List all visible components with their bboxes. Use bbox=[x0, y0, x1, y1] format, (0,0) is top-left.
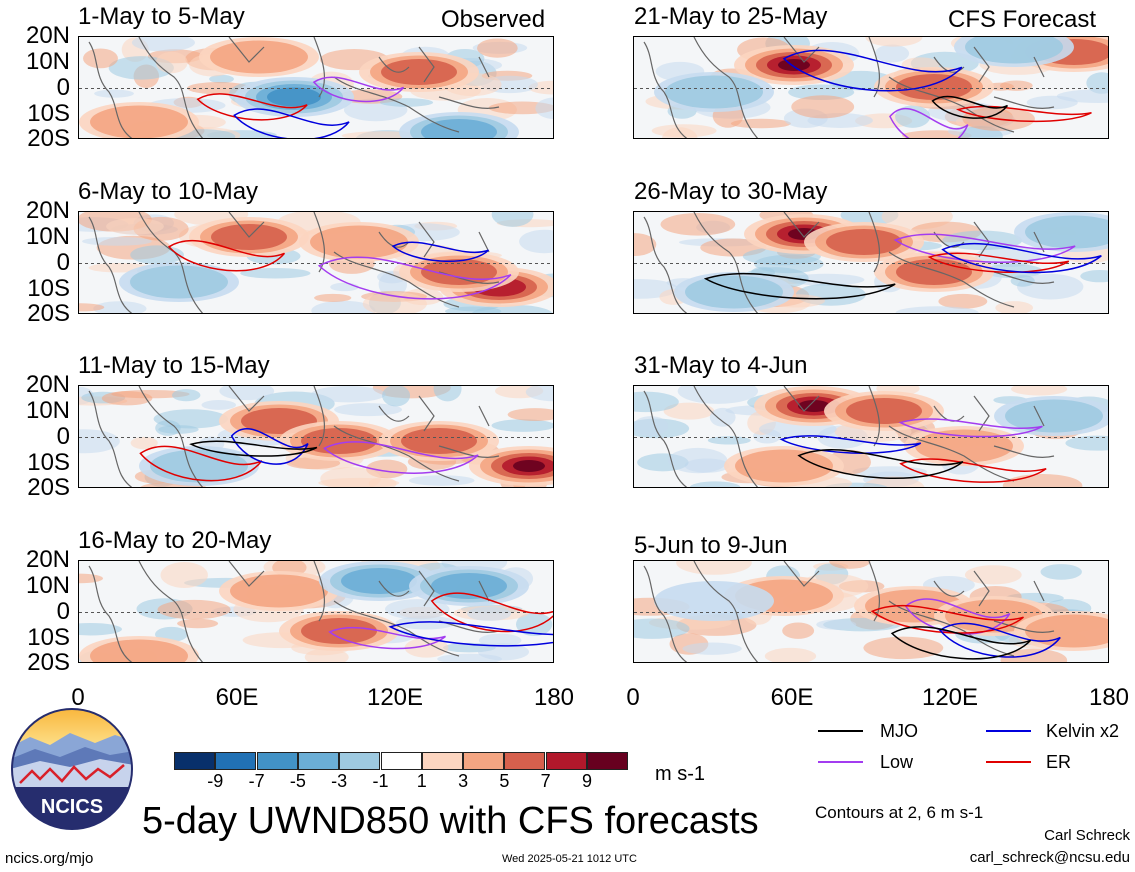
colorbar-label: 3 bbox=[458, 771, 469, 791]
lon-label-left-120e: 120E bbox=[366, 684, 424, 711]
lat-label-4-10s: 10S bbox=[27, 624, 70, 651]
lat-label-1-20n: 20N bbox=[25, 22, 70, 49]
colorbar-swatch bbox=[215, 752, 257, 770]
lat-label-3-10s: 10S bbox=[27, 449, 70, 476]
legend-line-low bbox=[818, 761, 863, 763]
legend-label-low: Low bbox=[880, 752, 914, 772]
legend-line-mjo bbox=[818, 730, 863, 732]
lat-label-2-20n: 20N bbox=[25, 197, 70, 224]
lat-label-4-0: 0 bbox=[56, 598, 70, 625]
observed-label: Observed bbox=[441, 6, 546, 33]
lat-label-2-0: 0 bbox=[56, 249, 70, 276]
colorbar-swatch bbox=[421, 752, 463, 770]
colorbar-label: -5 bbox=[289, 771, 306, 791]
panel-title-l4: 16-May to 20-May bbox=[78, 527, 272, 554]
panel-title-l2: 6-May to 10-May bbox=[78, 178, 259, 205]
lon-label-right-180: 180 bbox=[1088, 684, 1130, 711]
colorbar-label: 1 bbox=[416, 771, 427, 791]
legend-label-mjo: MJO bbox=[880, 721, 918, 741]
colorbar-swatch bbox=[339, 752, 381, 770]
lat-label-4-10n: 10N bbox=[25, 572, 70, 599]
panel-title-r3: 31-May to 4-Jun bbox=[634, 352, 808, 379]
lat-label-2-10n: 10N bbox=[25, 223, 70, 250]
lon-label-right-120e: 120E bbox=[921, 684, 979, 711]
colorbar-swatch bbox=[545, 752, 587, 770]
map-panel-observed-4 bbox=[78, 560, 554, 663]
colorbar-label: -3 bbox=[331, 771, 348, 791]
colorbar-label: 7 bbox=[540, 771, 551, 791]
lat-label-3-20s: 20S bbox=[27, 474, 70, 501]
footer-author: Carl Schreck bbox=[1044, 827, 1130, 844]
lon-label-left-0: 0 bbox=[71, 684, 85, 711]
lon-label-right-60e: 60E bbox=[770, 684, 814, 711]
map-panel-forecast-1 bbox=[633, 36, 1109, 139]
lon-label-left-180: 180 bbox=[533, 684, 575, 711]
ncics-logo: NCICS bbox=[10, 707, 134, 831]
map-panel-forecast-2 bbox=[633, 211, 1109, 314]
footer-timestamp: Wed 2025-05-21 1012 UTC bbox=[502, 853, 637, 865]
map-panel-forecast-4 bbox=[633, 560, 1109, 663]
lat-label-1-20s: 20S bbox=[27, 125, 70, 152]
colorbar-label: -9 bbox=[207, 771, 224, 791]
lon-label-left-60e: 60E bbox=[215, 684, 259, 711]
lat-label-2-10s: 10S bbox=[27, 275, 70, 302]
colorbar-label: -1 bbox=[372, 771, 389, 791]
panel-title-l3: 11-May to 15-May bbox=[78, 352, 270, 379]
lat-label-1-0: 0 bbox=[56, 74, 70, 101]
colorbar-swatch bbox=[256, 752, 298, 770]
footer-url: ncics.org/mjo bbox=[5, 850, 94, 867]
legend-label-er: ER bbox=[1046, 752, 1072, 772]
footer-email: carl_schreck@ncsu.edu bbox=[969, 849, 1130, 866]
colorbar-units: m s-1 bbox=[655, 763, 705, 785]
colorbar-swatch bbox=[380, 752, 422, 770]
contour-note: Contours at 2, 6 m s-1 bbox=[815, 803, 984, 822]
colorbar-label: 9 bbox=[581, 771, 592, 791]
panel-title-r4: 5-Jun to 9-Jun bbox=[634, 532, 788, 559]
map-panel-observed-2 bbox=[78, 211, 554, 314]
lat-label-2-20s: 20S bbox=[27, 300, 70, 327]
lat-label-3-20n: 20N bbox=[25, 371, 70, 398]
colorbar-swatch bbox=[504, 752, 546, 770]
colorbar-swatch bbox=[297, 752, 339, 770]
lat-label-4-20s: 20S bbox=[27, 649, 70, 676]
colorbar-label: -7 bbox=[248, 771, 265, 791]
legend-line-er bbox=[986, 761, 1031, 763]
colorbar-swatch bbox=[463, 752, 505, 770]
ncics-logo-text: NCICS bbox=[41, 796, 103, 818]
lat-label-3-10n: 10N bbox=[25, 397, 70, 424]
panel-title-l1: 1-May to 5-May bbox=[78, 3, 245, 30]
main-title: 5-day UWND850 with CFS forecasts bbox=[142, 800, 759, 842]
lat-label-1-10s: 10S bbox=[27, 100, 70, 127]
colorbar-label: 5 bbox=[499, 771, 510, 791]
legend-line-kelvin bbox=[986, 730, 1031, 732]
panel-title-r2: 26-May to 30-May bbox=[634, 178, 828, 205]
lat-label-4-20n: 20N bbox=[25, 546, 70, 573]
map-panel-observed-3 bbox=[78, 385, 554, 488]
legend-label-kelvin: Kelvin x2 bbox=[1046, 721, 1120, 741]
map-panel-forecast-3 bbox=[633, 385, 1109, 488]
panel-title-r1: 21-May to 25-May bbox=[634, 3, 828, 30]
cfs-forecast-label: CFS Forecast bbox=[948, 6, 1097, 33]
colorbar-swatch bbox=[174, 752, 215, 770]
lon-label-right-0: 0 bbox=[626, 684, 640, 711]
lat-label-3-0: 0 bbox=[56, 423, 70, 450]
map-panel-observed-1 bbox=[78, 36, 554, 139]
lat-label-1-10n: 10N bbox=[25, 48, 70, 75]
colorbar-swatch bbox=[587, 752, 628, 770]
